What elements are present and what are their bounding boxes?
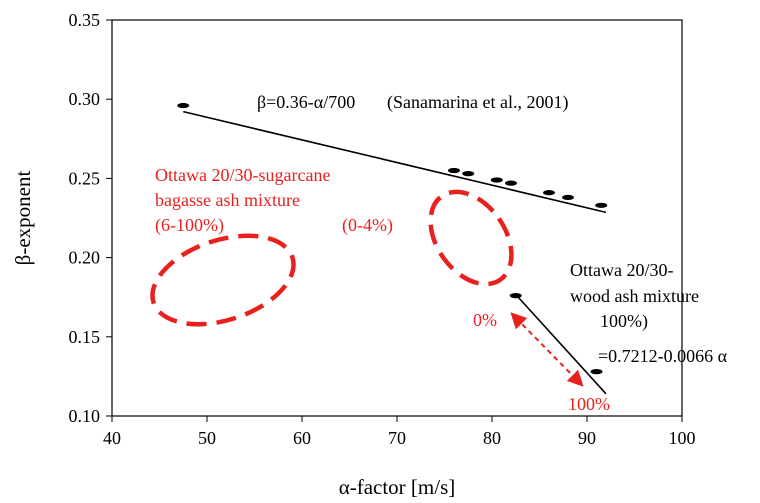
- upper-citation-label: (Sanamarina et al., 2001): [387, 92, 568, 113]
- y-axis-title: β-exponent: [11, 171, 35, 266]
- y-tick-label: 0.25: [69, 168, 101, 188]
- data-point-lower: [509, 293, 522, 299]
- lower-equation-label: =0.7212-0.0066 α: [598, 346, 728, 366]
- data-point-upper: [490, 177, 503, 183]
- data-point-upper: [562, 194, 574, 201]
- zero-percent-label: 0%: [473, 310, 497, 330]
- y-tick-label: 0.35: [69, 10, 101, 30]
- x-tick-label: 50: [198, 428, 216, 448]
- sugarcane-label-line1: Ottawa 20/30-sugarcane: [155, 165, 330, 185]
- data-point-upper: [177, 102, 190, 109]
- fit-lines: [183, 110, 607, 395]
- data-point-upper: [543, 190, 555, 196]
- highlight-ellipses: [150, 189, 514, 327]
- data-point-upper: [505, 180, 517, 186]
- upper-equation-label: β=0.36-α/700: [257, 92, 355, 112]
- lower-trend-line: [515, 293, 607, 395]
- x-tick-label: 40: [103, 428, 121, 448]
- y-tick-label: 0.20: [69, 248, 101, 268]
- data-point-upper: [462, 171, 475, 177]
- sugarcane-label-line2: bagasse ash mixture: [155, 190, 300, 210]
- upper-trend-line: [183, 110, 607, 214]
- hundred-percent-label: 100%: [568, 394, 610, 414]
- sugarcane-label-line3: (6-100%): [155, 215, 224, 236]
- x-tick-label: 80: [483, 428, 501, 448]
- wood-label-line3: 100%): [600, 311, 648, 332]
- y-tick-label: 0.10: [69, 406, 101, 426]
- annotations: β=0.36-α/700 (Sanamarina et al., 2001) O…: [155, 92, 728, 414]
- x-tick-label: 90: [578, 428, 596, 448]
- data-point-upper: [595, 202, 608, 208]
- data-points: [177, 102, 608, 375]
- sugarcane-6-100-ellipse: [150, 233, 296, 327]
- sugarcane-0-4-ellipse: [428, 189, 514, 287]
- sugarcane-label-line4: (0-4%): [342, 215, 393, 236]
- zero-to-hundred-arrow: [510, 312, 584, 387]
- y-tick-label: 0.30: [69, 89, 101, 109]
- y-tick-label: 0.15: [69, 327, 101, 347]
- range-arrow: [510, 312, 584, 387]
- x-tick-label: 70: [388, 428, 406, 448]
- data-point-upper: [448, 167, 460, 174]
- plot-axes: 40 50 60 70 80 90 100 0.10 0.15 0.20 0.25 0.30 0.35 α…: [11, 10, 696, 499]
- x-axis-title: α-factor [m/s]: [339, 475, 456, 499]
- x-tick-label: 60: [293, 428, 311, 448]
- x-tick-label: 100: [669, 428, 696, 448]
- wood-label-line1: Ottawa 20/30-: [570, 260, 673, 280]
- wood-label-line2: wood ash mixture: [570, 286, 699, 306]
- data-point-lower: [590, 369, 603, 375]
